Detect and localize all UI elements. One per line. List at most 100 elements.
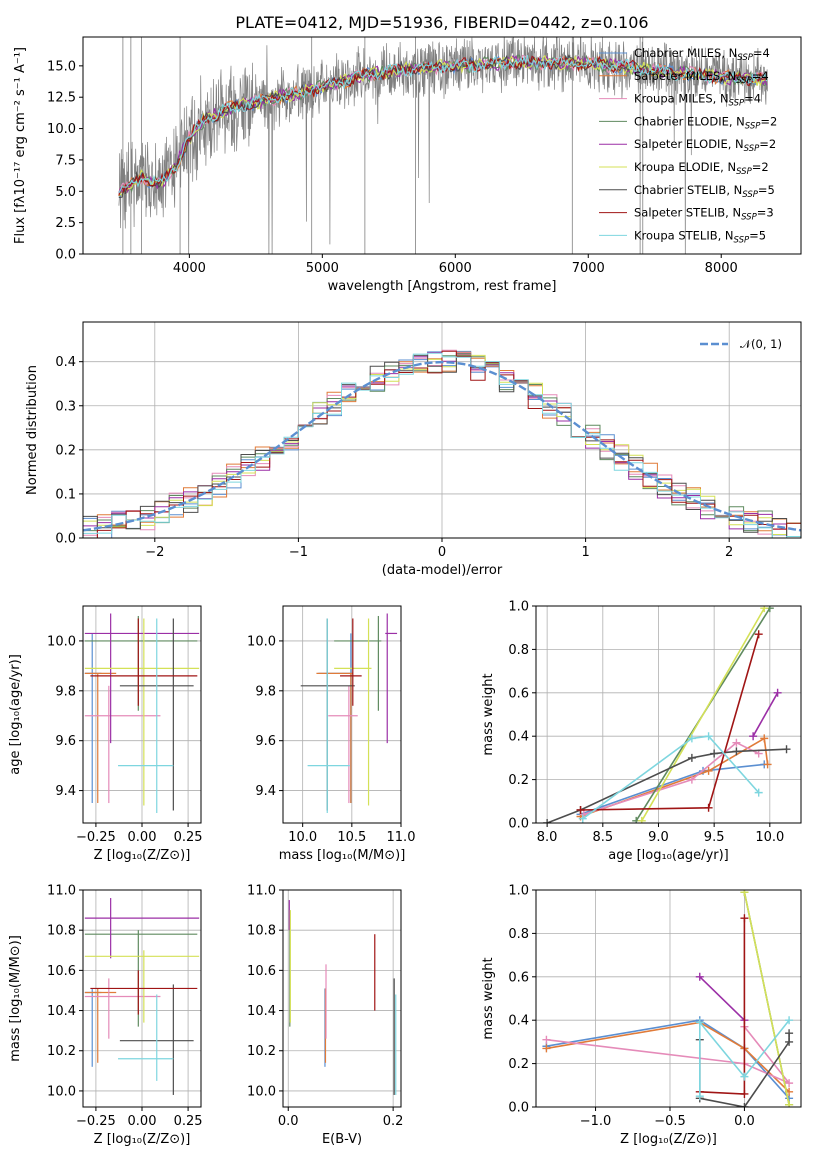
y-tick-label: 0.3 (55, 399, 76, 414)
x-tick-label: −0.5 (654, 1114, 686, 1129)
y-tick-label: 10.6 (47, 964, 76, 979)
legend-entry: Chabrier MILES, NSSP=4 (634, 46, 770, 63)
y-axis-label: Flux [fλ10⁻¹⁷ erg cm⁻² s⁻¹ A⁻¹] (13, 47, 28, 244)
plus-marker (740, 1103, 749, 1107)
y-tick-label: 15.0 (47, 59, 76, 74)
y-tick-label: 9.6 (55, 734, 76, 749)
panel-mass_vs_Z: −0.25 0.00 0.25 10.0 10.2 10.4 10.6 10.8 11.0 Z [… (8, 884, 203, 1148)
x-tick-label: 10.0 (288, 830, 317, 845)
y-tick-label: 9.6 (255, 734, 276, 749)
y-tick-label: 9.4 (55, 784, 76, 799)
legend-entry: Salpeter STELIB, NSSP=3 (634, 206, 774, 223)
plus-marker (785, 1029, 794, 1038)
legend-label: Chabrier MILES, N (634, 46, 737, 60)
legend-subscript: SSP (744, 144, 760, 154)
x-tick-label: −1 (289, 545, 308, 560)
legend-subscript: SSP (736, 76, 752, 86)
y-tick-label: 0.2 (508, 1057, 529, 1072)
x-tick-label: 0.0 (734, 1114, 755, 1129)
series-line-kroupa-elodie (743, 892, 790, 1105)
legend-n: =2 (760, 114, 777, 128)
plot-area (83, 349, 801, 538)
x-tick-label: 0.2 (383, 1114, 404, 1129)
panel-residuals: 𝒩(0, 1) −2 −1 0 1 2 0.0 0.1 0.2 0.3 0.4 (data-model… (25, 321, 802, 578)
model-line-chabrier-stelib (118, 54, 768, 199)
legend-subscript: SSP (742, 190, 758, 200)
y-tick-label: 11.0 (47, 884, 76, 899)
y-tick-label: 10.4 (247, 1004, 276, 1019)
legend-label: Salpeter STELIB, N (634, 206, 741, 220)
axes-frame (282, 889, 402, 1108)
plus-marker (710, 749, 719, 758)
x-tick-label: −0.25 (76, 1114, 116, 1129)
x-tick-label: 5000 (306, 261, 339, 276)
x-axis-label: wavelength [Angstrom, rest frame] (328, 279, 557, 294)
legend-label: 𝒩(0, 1) (740, 337, 782, 351)
legend-label: Kroupa ELODIE, N (634, 160, 736, 174)
plus-marker (542, 1035, 551, 1044)
plus-marker (704, 732, 713, 741)
series-line-salpeter-elodie (752, 692, 779, 737)
x-axis-label: age [log₁₀(age/yr)] (608, 848, 729, 863)
legend-entry: Kroupa MILES, NSSP=4 (634, 92, 761, 109)
y-tick-label: 10.6 (247, 964, 276, 979)
series-line-kroupa-miles (583, 741, 760, 816)
x-axis-label: Z [log₁₀(Z/Z⊙)] (94, 848, 191, 863)
x-tick-label: 6000 (439, 261, 472, 276)
legend-entry: Kroupa STELIB, NSSP=5 (634, 228, 766, 245)
legend-n: =5 (758, 183, 775, 197)
plus-marker (695, 1092, 704, 1101)
x-tick-label: 0.00 (128, 830, 157, 845)
y-tick-label: 0.0 (55, 532, 76, 547)
x-tick-label: 9.5 (704, 830, 725, 845)
axes-frame (535, 889, 802, 1108)
plus-marker (637, 816, 646, 823)
legend-subscript: SSP (737, 53, 753, 63)
series-line-kroupa-miles (546, 1026, 790, 1084)
legend-subscript: SSP (745, 121, 761, 131)
x-axis-label: E(B-V) (322, 1132, 362, 1147)
legend-entry: Chabrier STELIB, NSSP=5 (634, 183, 775, 200)
x-axis-label: mass [log₁₀(M/M⊙)] (279, 848, 406, 863)
x-tick-label: −0.25 (76, 830, 116, 845)
plus-marker (687, 753, 696, 762)
plus-marker (695, 1018, 704, 1027)
y-tick-label: 2.5 (55, 216, 76, 231)
plus-marker (576, 805, 585, 814)
plus-marker (704, 803, 713, 812)
plot-area (542, 890, 794, 1107)
y-tick-label: 0.0 (55, 248, 76, 263)
y-axis-label: Normed distribution (25, 365, 40, 495)
y-tick-label: 9.8 (255, 684, 276, 699)
y-tick-label: 0.2 (55, 443, 76, 458)
gaussian-curve (83, 360, 801, 532)
y-tick-label: 10.2 (47, 1044, 76, 1059)
series-line-salpeter-stelib (580, 633, 760, 811)
y-tick-label: 10.0 (247, 1084, 276, 1099)
plot-area (84, 898, 200, 1095)
y-tick-label: 0.8 (508, 927, 529, 942)
plus-marker (732, 747, 741, 756)
plus-marker (760, 734, 769, 743)
plus-marker (740, 914, 749, 923)
legend-label: Kroupa STELIB, N (634, 228, 734, 242)
series-line-kroupa-stelib (582, 735, 760, 820)
x-tick-label: 7000 (572, 261, 605, 276)
axes-frame (535, 605, 802, 824)
plus-marker (740, 1072, 749, 1081)
legend-n: =4 (744, 92, 761, 106)
spectrum-data-line (118, 37, 768, 254)
y-axis-label: mass weight (481, 957, 496, 1039)
x-tick-label: 0.00 (128, 1114, 157, 1129)
x-tick-label: 8.5 (592, 830, 613, 845)
legend-label: Kroupa MILES, N (634, 92, 729, 106)
x-axis-label: Z [log₁₀(Z/Z⊙)] (94, 1132, 191, 1147)
panel-age_vs_mass: 10.0 10.5 11.0 9.4 9.6 9.8 10.0 mass [log₁₀(M/M… (247, 605, 415, 863)
legend-label: Chabrier STELIB, N (634, 183, 742, 197)
legend-label: Salpeter ELODIE, N (634, 137, 744, 151)
y-tick-label: 0.4 (55, 355, 76, 370)
y-tick-label: 0.0 (508, 1101, 529, 1116)
y-tick-label: 9.8 (55, 684, 76, 699)
x-tick-label: −2 (145, 545, 164, 560)
